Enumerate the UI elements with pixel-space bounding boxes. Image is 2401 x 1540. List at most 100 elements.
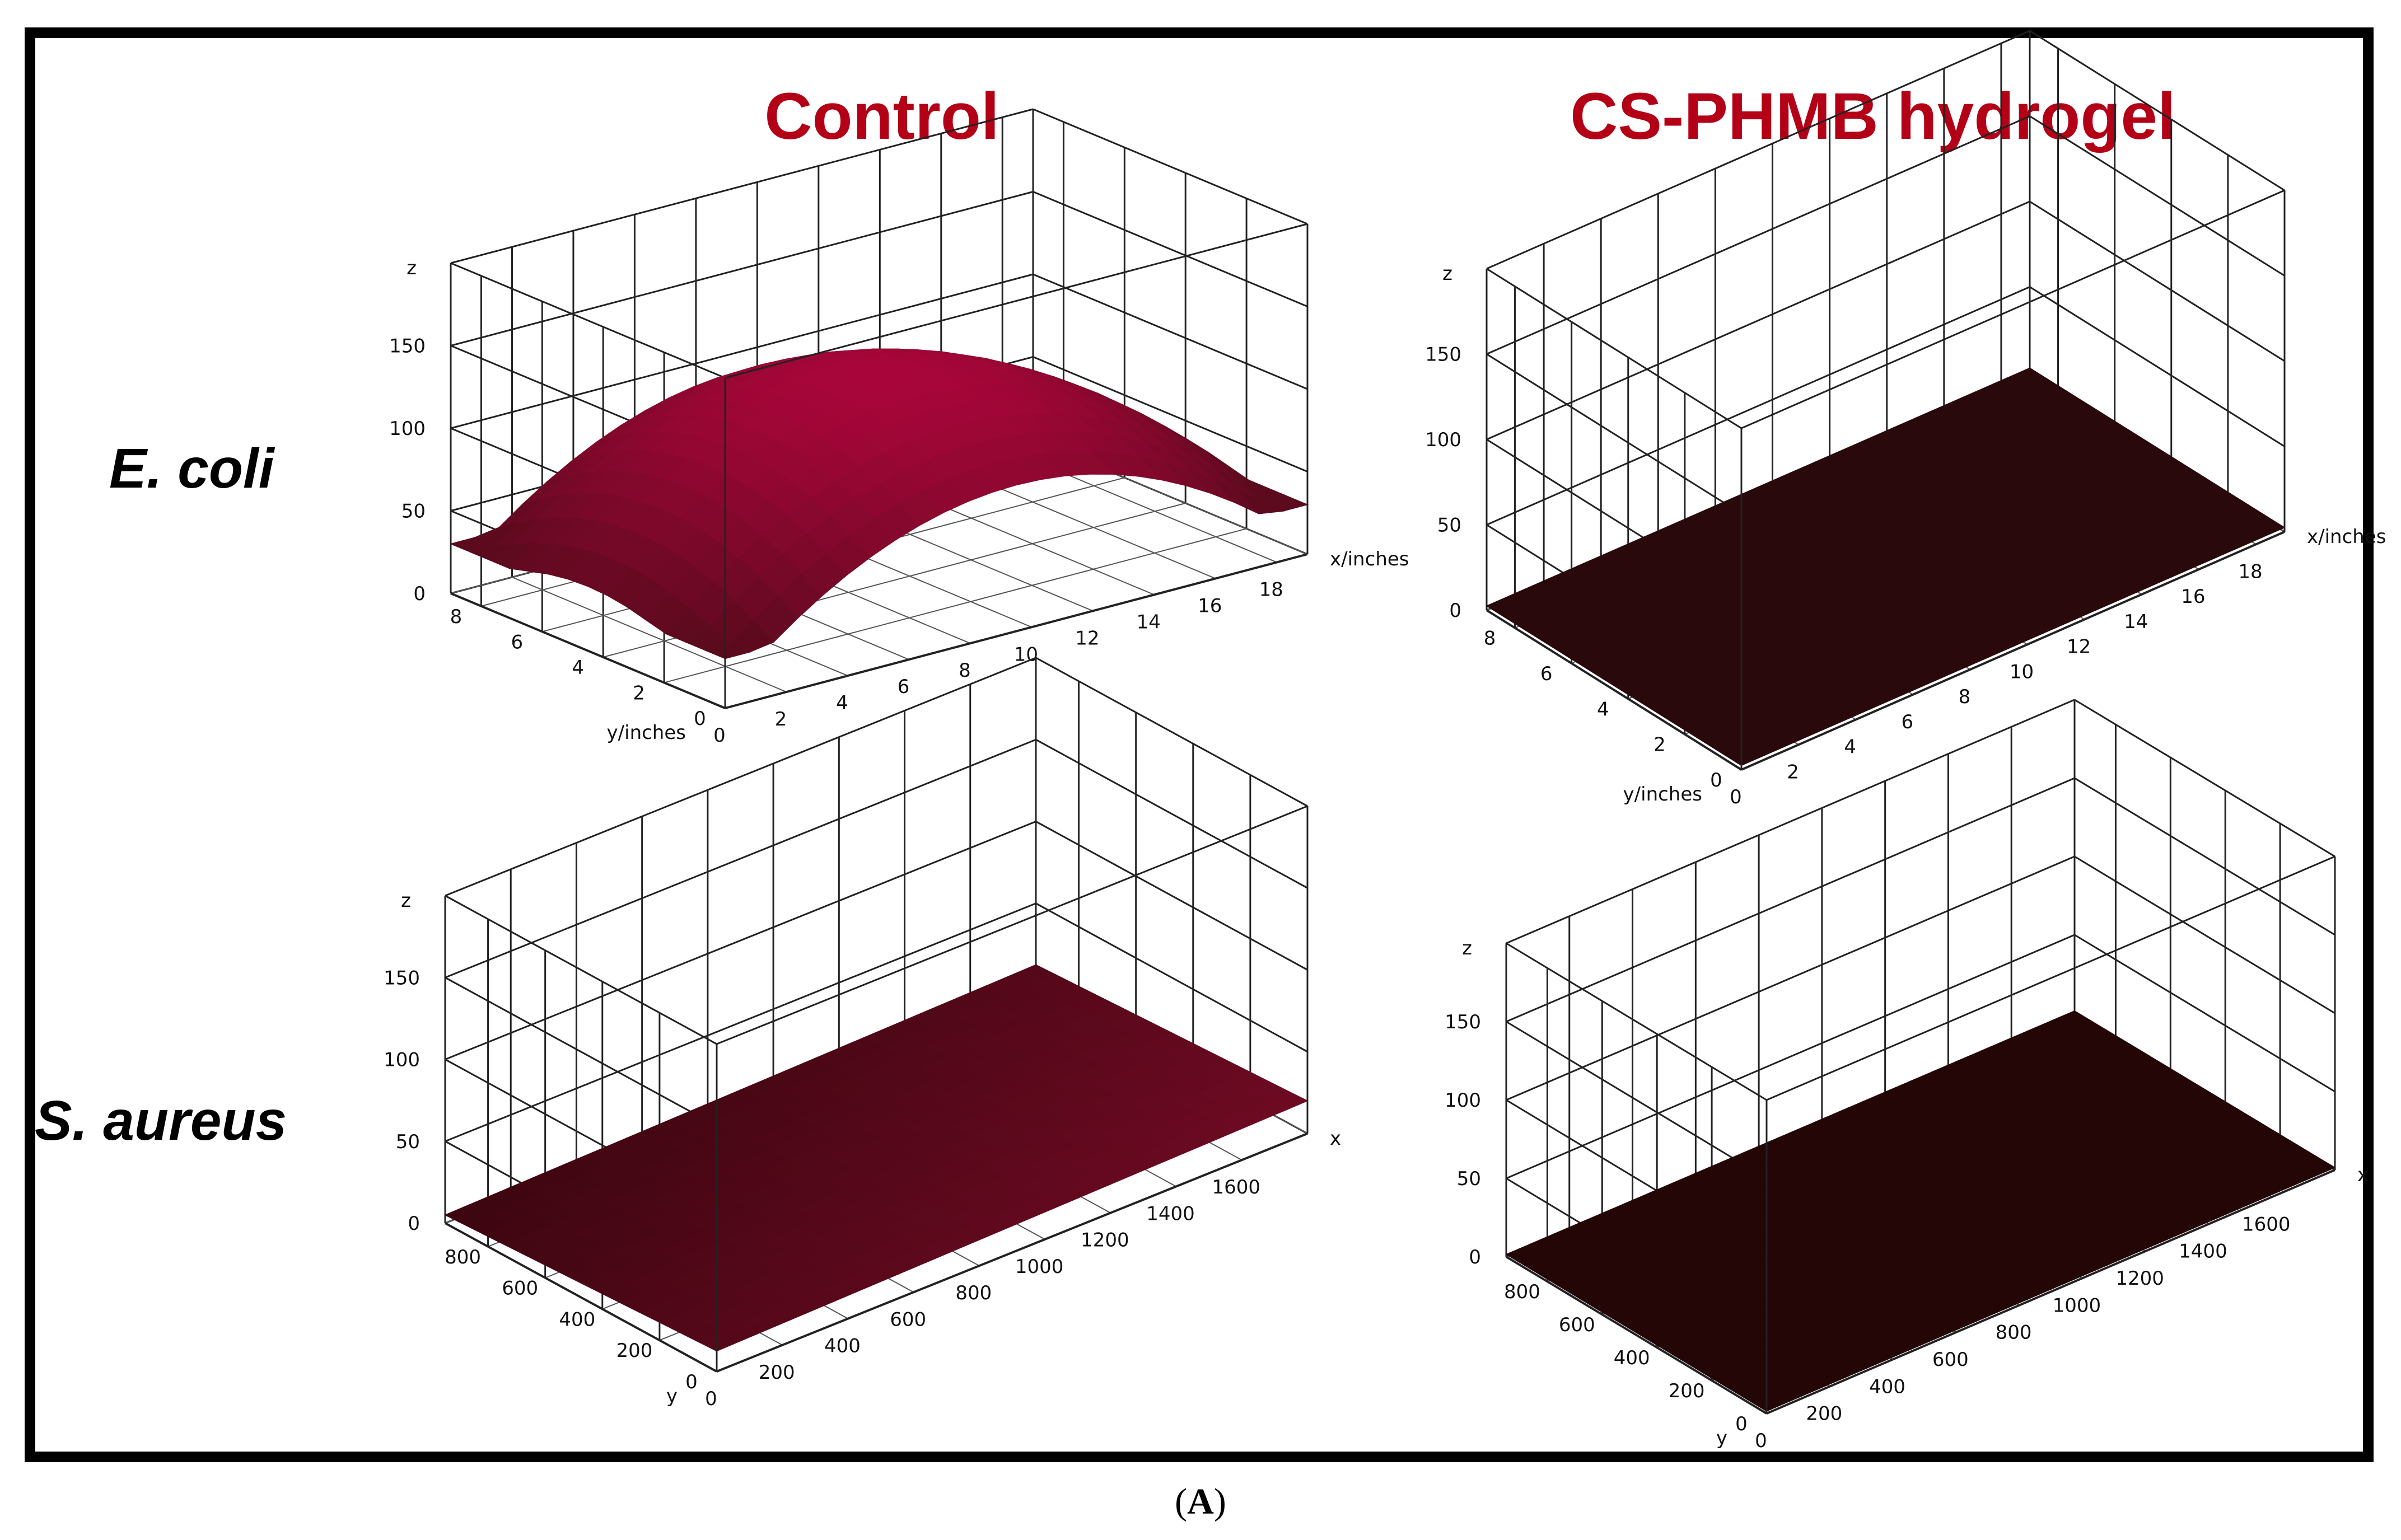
- z-tick-label: 100: [389, 418, 426, 440]
- x-tick-label: 14: [2124, 611, 2148, 633]
- x-tick-label: 12: [2067, 636, 2091, 658]
- x-tick-label: 400: [824, 1335, 861, 1358]
- y-tick-label: 2: [1653, 734, 1666, 756]
- z-axis-label: z: [1462, 937, 1472, 959]
- x-tick-label: 1200: [2115, 1267, 2164, 1290]
- grid-line-right: [1033, 356, 1308, 472]
- grid-line-right: [2029, 286, 2285, 447]
- grid-line-back: [1506, 699, 2075, 944]
- x-tick-label: 4: [1844, 736, 1856, 759]
- grid-line-right: [1035, 821, 1308, 971]
- x-tick-label: 18: [2238, 560, 2262, 583]
- surface-patch: [1262, 496, 1309, 512]
- x-tick-label: 800: [1996, 1322, 2032, 1344]
- grid-line-back: [1506, 934, 2075, 1179]
- z-tick-label: 0: [413, 583, 426, 605]
- y-tick-label: 8: [450, 606, 463, 628]
- x-tick-label: 0: [1730, 786, 1742, 808]
- grid-line-back: [1486, 286, 2030, 526]
- x-tick-label: 6: [898, 676, 910, 698]
- row-label-e-coli: E. coli: [109, 437, 274, 500]
- x-tick-label: 2: [775, 708, 787, 731]
- surface-panel-1: 02468101214161802468050100150x/inchesy/i…: [389, 108, 1409, 747]
- column-title-control: Control: [764, 79, 999, 153]
- x-tick-label: 14: [1137, 611, 1161, 633]
- y-tick-label: 4: [1597, 698, 1609, 720]
- grid-line-back: [445, 902, 1036, 1143]
- z-axis-label: z: [1442, 263, 1452, 285]
- x-axis-label: x: [2357, 1164, 2369, 1186]
- x-tick-label: 1200: [1081, 1229, 1129, 1252]
- x-tick-label: 1600: [1212, 1176, 1261, 1199]
- y-axis-label: y: [1716, 1427, 1727, 1449]
- z-tick-label: 50: [401, 500, 426, 523]
- surface-panel-4: 0200400600800100012001400160002004006008…: [1445, 699, 2369, 1452]
- z-tick-label: 50: [396, 1131, 420, 1153]
- grid-line-right: [1035, 738, 1308, 889]
- x-tick-label: 16: [2181, 586, 2205, 608]
- grid-line-back: [1486, 30, 2030, 270]
- y-tick-label: 0: [1735, 1413, 1748, 1435]
- grid-line-right: [1035, 902, 1308, 1053]
- z-tick-label: 0: [1469, 1246, 1481, 1268]
- grid-line-right: [1033, 191, 1308, 307]
- grid-line-right: [2029, 30, 2285, 191]
- grid-line-left: [1486, 353, 1742, 514]
- x-tick-label: 2: [1787, 761, 1799, 783]
- grid-line-back: [445, 821, 1036, 1060]
- figure-caption: (A): [1175, 1481, 1226, 1522]
- x-tick-label: 10: [2010, 661, 2034, 683]
- x-tick-label: 1400: [1146, 1202, 1195, 1225]
- z-tick-label: 0: [408, 1213, 420, 1235]
- x-tick-label: 6: [1901, 711, 1913, 733]
- grid-line-right: [1033, 273, 1308, 390]
- z-tick-label: 150: [1425, 344, 1461, 366]
- surface-patch: [2291, 1155, 2336, 1178]
- x-tick-label: 1600: [2242, 1213, 2291, 1235]
- y-axis-label: y: [666, 1385, 678, 1407]
- x-tick-label: 200: [759, 1361, 795, 1384]
- x-tick-label: 0: [705, 1388, 717, 1410]
- frame-edge: [1766, 855, 2335, 1101]
- y-tick-label: 0: [694, 708, 706, 730]
- grid-line-left: [450, 262, 726, 379]
- y-tick-label: 2: [633, 682, 645, 704]
- grid-line-right: [2074, 777, 2335, 936]
- surface-mesh: [1505, 1010, 2336, 1412]
- x-tick-label: 1000: [1015, 1256, 1064, 1278]
- y-tick-label: 0: [685, 1371, 698, 1393]
- x-tick-label: 600: [890, 1308, 926, 1331]
- y-tick-label: 4: [572, 657, 584, 679]
- grid-line-floor: [512, 577, 787, 692]
- z-tick-label: 100: [1425, 429, 1461, 451]
- z-tick-label: 150: [389, 335, 426, 358]
- z-axis-label: z: [401, 890, 411, 912]
- grid-line-left: [445, 895, 717, 1045]
- axis-line-x: [725, 553, 1308, 709]
- y-tick-label: 400: [1614, 1347, 1650, 1369]
- z-tick-label: 50: [1437, 514, 1461, 537]
- axis-line-y: [1486, 609, 1743, 771]
- y-tick-label: 600: [1559, 1314, 1595, 1336]
- x-tick-label: 600: [1932, 1349, 1969, 1371]
- z-tick-label: 100: [384, 1049, 420, 1071]
- x-tick-label: 18: [1259, 578, 1283, 601]
- grid-line-left: [1486, 268, 1742, 429]
- x-tick-label: 12: [1075, 627, 1099, 649]
- y-tick-label: 0: [1710, 769, 1722, 792]
- surface-patch: [2243, 516, 2286, 538]
- surface-mesh: [1486, 367, 2286, 766]
- y-tick-label: 400: [559, 1308, 595, 1331]
- axis-line-y: [445, 1222, 717, 1373]
- x-tick-label: 1000: [2053, 1294, 2101, 1317]
- axis-line-x: [1741, 531, 2285, 771]
- x-tick-label: 800: [955, 1282, 992, 1304]
- y-axis-label: y/inches: [607, 722, 686, 744]
- x-tick-label: 4: [836, 692, 848, 714]
- grid-line-back: [445, 738, 1036, 979]
- surface-patch: [1262, 1090, 1309, 1112]
- x-tick-label: 0: [1755, 1430, 1767, 1452]
- grid-line-back: [1506, 777, 2075, 1023]
- grid-line-back: [1486, 115, 2030, 355]
- y-tick-label: 6: [511, 631, 524, 653]
